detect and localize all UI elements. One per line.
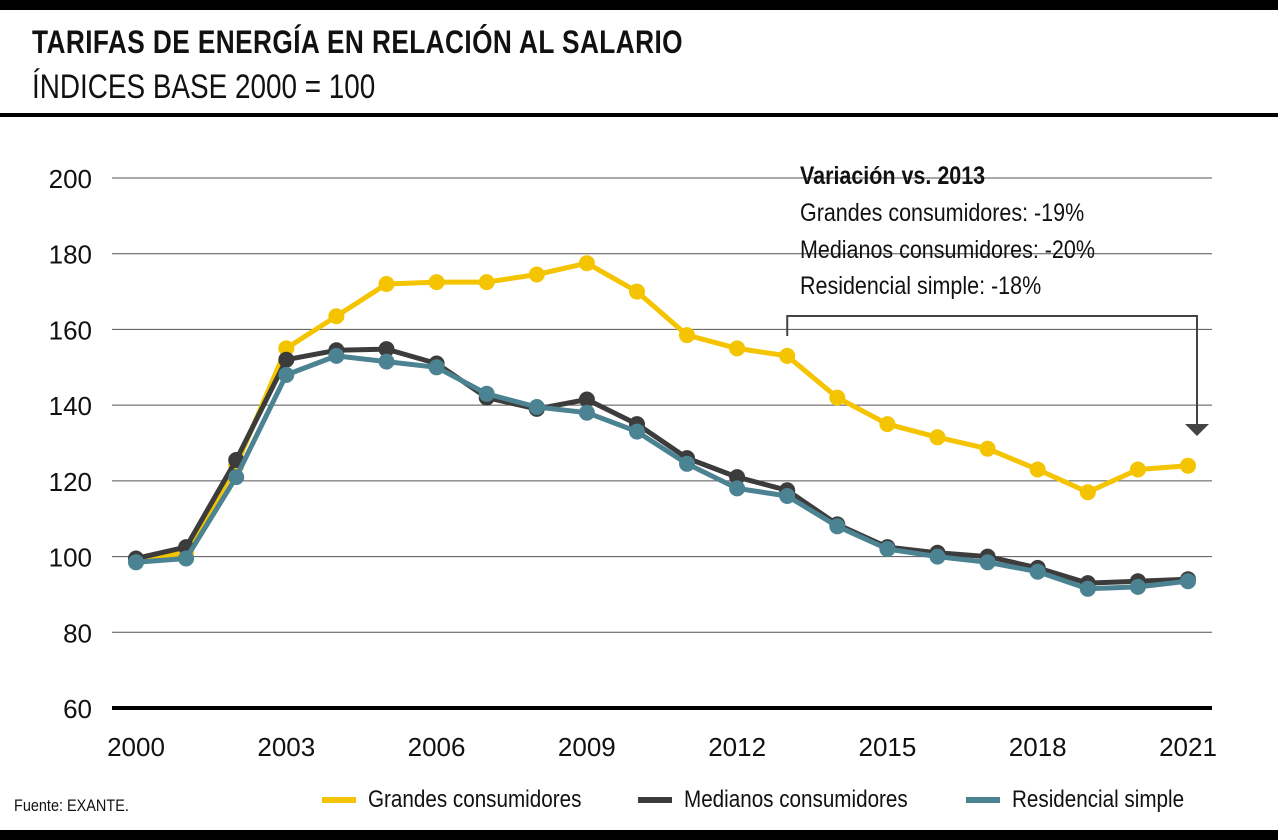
x-tick-label: 2021 xyxy=(1159,732,1217,762)
top-border xyxy=(0,0,1278,10)
data-point-grandes xyxy=(629,283,645,300)
data-point-medianos xyxy=(578,391,595,408)
chart-subtitle: ÍNDICES BASE 2000 = 100 xyxy=(32,68,376,106)
data-point-residencial xyxy=(178,550,195,567)
series-line-grandes xyxy=(133,260,1191,563)
series-group xyxy=(128,255,1196,597)
data-point-residencial xyxy=(629,423,645,440)
legend-label-residencial: Residencial simple xyxy=(1012,786,1185,813)
bottom-border xyxy=(0,830,1278,840)
data-point-residencial xyxy=(128,554,144,571)
data-point-medianos xyxy=(729,469,746,486)
data-point-grandes xyxy=(1129,461,1146,478)
header-divider xyxy=(0,113,1278,117)
data-point-residencial xyxy=(929,548,946,565)
data-point-grandes xyxy=(979,440,996,457)
gridlines xyxy=(112,177,1212,710)
x-axis-ticks: 2000 2003 2006 2009 2012 2015 2018 2021 xyxy=(107,732,1217,762)
data-point-residencial xyxy=(478,385,495,402)
data-point-medianos xyxy=(278,351,295,368)
y-tick-label: 80 xyxy=(63,618,92,648)
legend-swatch-medianos xyxy=(638,797,673,803)
series-residencial xyxy=(128,347,1196,597)
x-tick-label: 2009 xyxy=(558,732,616,762)
legend-item-residencial: Residencial simple xyxy=(966,786,1212,814)
legend-label-medianos: Medianos consumidores xyxy=(684,786,908,813)
series-line-medianos xyxy=(133,346,1191,586)
annotation-variation: Variación vs. 2013 Grandes consumidores:… xyxy=(786,161,1209,436)
legend-item-medianos: Medianos consumidores xyxy=(638,786,944,814)
y-tick-label: 60 xyxy=(63,694,92,724)
series-line-residencial xyxy=(133,353,1191,592)
data-point-residencial xyxy=(328,347,345,364)
data-point-residencial xyxy=(578,404,595,421)
data-point-residencial xyxy=(679,455,695,472)
data-point-grandes xyxy=(1029,461,1046,478)
y-tick-label: 100 xyxy=(49,543,92,573)
data-point-grandes xyxy=(328,308,345,325)
data-point-residencial xyxy=(1129,578,1146,595)
data-point-grandes xyxy=(378,276,395,292)
legend-swatch-grandes xyxy=(322,797,356,803)
data-point-grandes xyxy=(879,416,896,433)
data-point-residencial xyxy=(528,399,545,415)
legend: Grandes consumidores Medianos consumidor… xyxy=(322,786,1212,814)
data-point-grandes xyxy=(528,266,545,283)
data-point-residencial xyxy=(278,366,295,383)
data-point-grandes xyxy=(278,340,295,357)
data-point-grandes xyxy=(679,327,695,344)
source-note: Fuente: EXANTE. xyxy=(14,796,129,815)
data-point-grandes xyxy=(729,340,746,357)
y-tick-label: 180 xyxy=(49,240,92,270)
data-point-grandes xyxy=(1079,484,1096,501)
data-point-grandes xyxy=(578,255,595,272)
data-point-residencial xyxy=(378,353,395,370)
y-tick-label: 200 xyxy=(49,164,92,194)
data-point-grandes xyxy=(829,389,846,406)
data-point-residencial xyxy=(829,518,846,535)
annotation-line-grandes: Grandes consumidores: -19% xyxy=(800,198,1084,226)
annotation-title: Variación vs. 2013 xyxy=(800,161,985,189)
annotation-bracket xyxy=(786,315,1198,424)
data-point-residencial xyxy=(729,480,746,497)
data-point-residencial xyxy=(1180,573,1196,590)
data-point-residencial xyxy=(428,359,445,376)
data-point-residencial xyxy=(879,541,896,557)
legend-item-grandes: Grandes consumidores xyxy=(322,786,616,814)
y-tick-label: 140 xyxy=(49,391,92,421)
series-grandes xyxy=(128,255,1196,569)
data-point-grandes xyxy=(1180,457,1196,474)
x-tick-label: 2012 xyxy=(708,732,766,762)
chart-title: TARIFAS DE ENERGÍA EN RELACIÓN AL SALARI… xyxy=(32,24,683,60)
x-tick-label: 2006 xyxy=(408,732,466,762)
data-point-grandes xyxy=(929,429,946,446)
data-point-residencial xyxy=(1029,563,1046,580)
legend-swatch-residencial xyxy=(966,797,1001,803)
y-axis-ticks: 200 180 160 140 120 100 80 60 xyxy=(49,164,92,724)
legend-label-grandes: Grandes consumidores xyxy=(368,786,582,813)
y-tick-label: 160 xyxy=(49,315,92,345)
data-point-grandes xyxy=(478,274,495,291)
x-tick-label: 2018 xyxy=(1009,732,1067,762)
y-tick-label: 120 xyxy=(49,467,92,497)
data-point-residencial xyxy=(979,554,996,571)
x-tick-label: 2015 xyxy=(859,732,917,762)
data-point-residencial xyxy=(1079,580,1096,597)
data-point-residencial xyxy=(779,488,796,504)
data-point-grandes xyxy=(779,347,796,364)
x-tick-label: 2003 xyxy=(257,732,315,762)
data-point-medianos xyxy=(378,341,395,358)
data-point-grandes xyxy=(428,274,445,291)
x-tick-label: 2000 xyxy=(107,732,165,762)
annotation-arrowhead-icon xyxy=(1185,424,1209,436)
annotation-line-residencial: Residencial simple: -18% xyxy=(800,271,1041,299)
data-point-residencial xyxy=(228,469,245,486)
annotation-line-medianos: Medianos consumidores: -20% xyxy=(800,235,1095,263)
